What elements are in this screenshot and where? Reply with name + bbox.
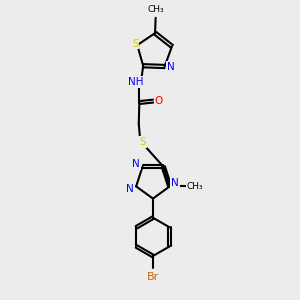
Text: N: N xyxy=(167,62,175,72)
Text: CH₃: CH₃ xyxy=(187,182,203,191)
Text: S: S xyxy=(139,137,146,147)
Text: N: N xyxy=(171,178,179,188)
Text: N: N xyxy=(126,184,134,194)
Text: CH₃: CH₃ xyxy=(147,5,164,14)
Text: O: O xyxy=(154,96,163,106)
Text: Br: Br xyxy=(147,272,159,282)
Text: N: N xyxy=(132,159,140,169)
Text: NH: NH xyxy=(128,77,143,87)
Text: S: S xyxy=(132,39,139,49)
